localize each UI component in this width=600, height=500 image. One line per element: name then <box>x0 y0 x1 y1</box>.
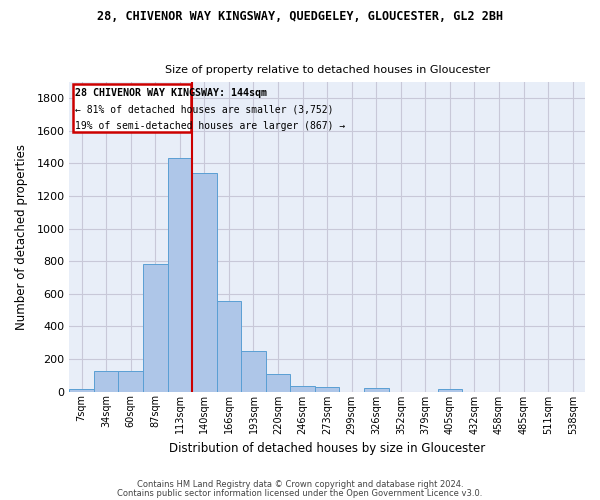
Bar <box>70 389 94 392</box>
Bar <box>217 301 241 392</box>
Bar <box>364 388 389 392</box>
X-axis label: Distribution of detached houses by size in Gloucester: Distribution of detached houses by size … <box>169 442 485 455</box>
Bar <box>315 386 340 392</box>
Bar <box>94 371 118 392</box>
Y-axis label: Number of detached properties: Number of detached properties <box>15 144 28 330</box>
Text: 19% of semi-detached houses are larger (867) →: 19% of semi-detached houses are larger (… <box>75 120 345 130</box>
Text: 28, CHIVENOR WAY KINGSWAY, QUEDGELEY, GLOUCESTER, GL2 2BH: 28, CHIVENOR WAY KINGSWAY, QUEDGELEY, GL… <box>97 10 503 23</box>
Bar <box>241 351 266 392</box>
Bar <box>118 371 143 392</box>
Text: Contains public sector information licensed under the Open Government Licence v3: Contains public sector information licen… <box>118 488 482 498</box>
Bar <box>290 386 315 392</box>
FancyBboxPatch shape <box>73 84 191 132</box>
Bar <box>192 173 217 392</box>
Bar <box>143 264 167 392</box>
Bar <box>167 158 192 392</box>
Bar <box>437 389 462 392</box>
Bar <box>266 374 290 392</box>
Text: 28 CHIVENOR WAY KINGSWAY: 144sqm: 28 CHIVENOR WAY KINGSWAY: 144sqm <box>75 88 267 99</box>
Text: ← 81% of detached houses are smaller (3,752): ← 81% of detached houses are smaller (3,… <box>75 105 334 115</box>
Title: Size of property relative to detached houses in Gloucester: Size of property relative to detached ho… <box>164 66 490 76</box>
Text: Contains HM Land Registry data © Crown copyright and database right 2024.: Contains HM Land Registry data © Crown c… <box>137 480 463 489</box>
